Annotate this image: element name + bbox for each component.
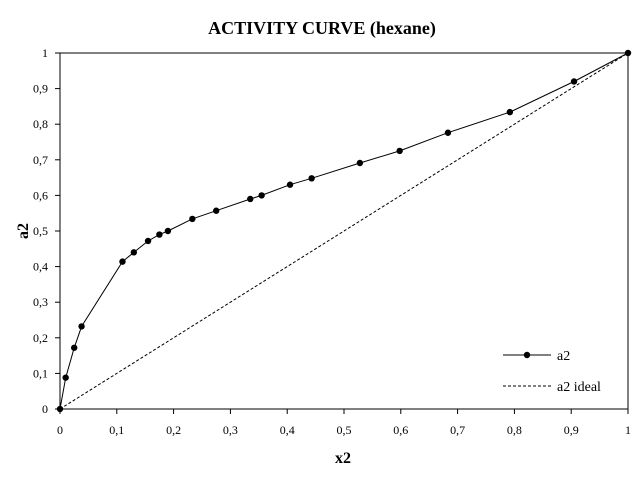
y-tick-label: 1	[42, 46, 48, 60]
x-tick-label: 0,4	[280, 423, 295, 437]
y-tick-label: 0,6	[33, 188, 48, 202]
series-layer	[56, 49, 632, 413]
data-point-a2	[286, 181, 294, 188]
data-point-a2	[71, 344, 78, 351]
data-point-a2	[78, 323, 85, 330]
data-point-a2	[189, 215, 196, 223]
y-tick-label: 0,3	[33, 295, 48, 309]
data-point-a2	[356, 159, 364, 167]
x-tick-label: 0,5	[337, 423, 352, 437]
chart-title: ACTIVITY CURVE (hexane)	[208, 18, 436, 39]
data-point-a2	[570, 78, 578, 85]
legend: a2 a2 ideal	[503, 349, 601, 395]
data-point-a2	[396, 147, 403, 155]
data-point-a2	[444, 129, 452, 136]
data-point-a2	[308, 175, 315, 182]
x-tick-label: 0	[57, 423, 63, 437]
data-point-a2	[130, 249, 138, 256]
data-point-a2	[213, 207, 220, 214]
x-tick-label: 1	[625, 423, 631, 437]
y-tick-label: 0,2	[33, 331, 48, 345]
legend-label: a2 ideal	[557, 380, 601, 395]
data-point-a2	[258, 192, 265, 199]
x-tick-label: 0,1	[109, 423, 124, 437]
legend-marker	[523, 351, 531, 359]
x-tick-label: 0,7	[450, 423, 465, 437]
data-point-a2	[506, 108, 514, 116]
x-tick-label: 0,6	[393, 423, 408, 437]
data-point-a2	[119, 258, 126, 265]
y-tick-label: 0,4	[33, 260, 48, 274]
series-line-a2-ideal	[59, 52, 629, 410]
x-tick-label: 0,3	[223, 423, 238, 437]
y-axis-title: a2	[15, 223, 32, 239]
legend-label: a2	[557, 349, 570, 364]
x-tick-label: 0,2	[166, 423, 181, 437]
y-tick-label: 0,9	[33, 82, 48, 96]
x-axis-title: x2	[335, 450, 351, 467]
data-point-a2	[144, 237, 152, 245]
data-point-a2	[164, 227, 172, 235]
y-tick-label: 0,5	[33, 224, 48, 238]
axes: 0 0,1 0,2 0,3 0,4 0,5 0,6 0,7 0,8 0,9 1 0 0,1 0,2 0,3 0…	[33, 46, 631, 437]
y-tick-label: 0,1	[33, 366, 48, 380]
y-tick-label: 0,7	[33, 153, 48, 167]
x-tick-label: 0,9	[564, 423, 579, 437]
y-tick-label: 0,8	[33, 117, 48, 131]
data-point-a2	[247, 195, 254, 203]
x-tick-label: 0,8	[507, 423, 522, 437]
y-tick-label: 0	[42, 402, 48, 416]
data-point-a2	[62, 374, 69, 381]
data-point-a2	[156, 231, 163, 238]
